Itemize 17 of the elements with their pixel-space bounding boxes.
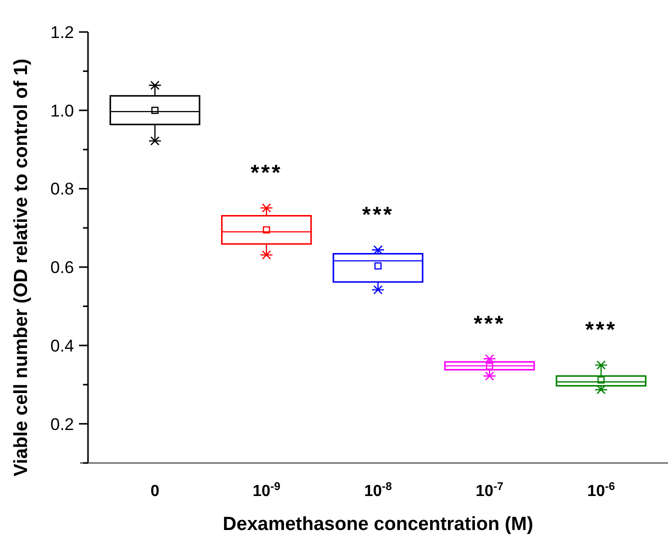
- x-axis-title: Dexamethasone concentration (M): [222, 514, 534, 535]
- y-tick-label: 1.2: [50, 22, 74, 42]
- y-tick-label: 0.8: [50, 180, 74, 199]
- x-tick-label: 10$^{-8}$: [364, 481, 392, 500]
- x-tick-label: 10$^{-9}$: [252, 481, 280, 500]
- y-tick-label: 1.0: [50, 101, 74, 120]
- annotation: ***: [250, 160, 282, 185]
- annotation: ***: [474, 310, 506, 336]
- annotation: ***: [585, 317, 617, 342]
- x-tick-label: 10$^{-6}$: [587, 481, 615, 500]
- x-tick-label: 10$^{-7}$: [476, 481, 504, 500]
- x-tick-label: 0: [150, 483, 160, 500]
- y-tick-label: 0.6: [50, 258, 74, 278]
- y-tick-label: 0.4: [50, 336, 74, 356]
- annotation: ***: [362, 202, 394, 227]
- y-tick-label: 0.2: [50, 414, 74, 434]
- y-axis-title: Viable cell number (OD relative to control of 1): [11, 58, 32, 476]
